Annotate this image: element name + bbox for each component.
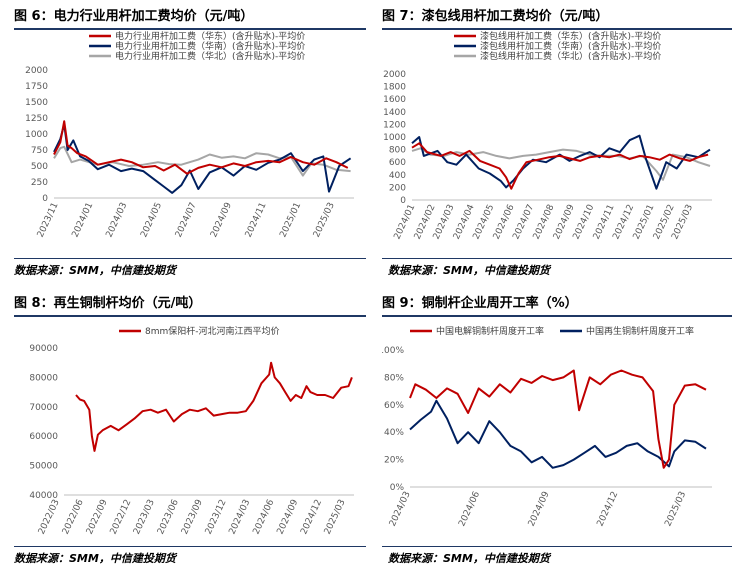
x-tick-label: 2024/12 bbox=[595, 490, 620, 528]
chart9-title-rule bbox=[382, 315, 732, 317]
chart9-title: 图 9：铜制杆企业周开工率（%） bbox=[382, 296, 578, 311]
y-tick-label: 1200 bbox=[383, 120, 406, 130]
x-tick-label: 2022/12 bbox=[109, 498, 134, 536]
legend-label: 8mm保阳杆-河北河南江西平均价 bbox=[145, 325, 280, 337]
y-tick-label: 0 bbox=[42, 194, 48, 204]
y-tick-label: 200 bbox=[389, 183, 406, 193]
x-tick-label: 2023/12 bbox=[204, 498, 229, 536]
y-tick-label: 1750 bbox=[25, 82, 48, 92]
legend-label: 漆包线用杆加工费（华东）(含升贴水)-平均价 bbox=[480, 30, 661, 42]
y-tick-label: 0 bbox=[400, 196, 406, 206]
y-tick-label: 1250 bbox=[25, 114, 48, 124]
x-tick-label: 2023/11 bbox=[36, 201, 61, 239]
legend-label: 漆包线用杆加工费（华北）(含升贴水)-平均价 bbox=[480, 50, 661, 62]
x-tick-label: 2022/03 bbox=[37, 498, 62, 536]
chart6-bottom-rule bbox=[14, 258, 366, 259]
chart6-title: 图 6：电力行业用杆加工费均价（元/吨） bbox=[14, 9, 254, 24]
x-tick-label: 2023/06 bbox=[156, 498, 181, 536]
x-tick-label: 2024/01 bbox=[70, 201, 95, 239]
series-line bbox=[411, 142, 709, 190]
series-line bbox=[53, 145, 351, 177]
x-tick-label: 2024/12 bbox=[299, 498, 324, 536]
y-tick-label: 750 bbox=[31, 146, 48, 156]
x-tick-label: 2025/03 bbox=[312, 201, 337, 239]
chart8-bottom-rule bbox=[14, 546, 366, 547]
x-tick-label: 2025/03 bbox=[663, 490, 688, 528]
y-tick-label: 60% bbox=[384, 401, 404, 411]
series-line bbox=[409, 399, 707, 469]
legend-label: 电力行业用杆加工费（华东）(含升贴水)-平均价 bbox=[115, 30, 305, 42]
y-tick-label: 90000 bbox=[29, 344, 58, 354]
series-line bbox=[409, 369, 707, 469]
y-tick-label: 250 bbox=[31, 178, 48, 188]
legend-label: 电力行业用杆加工费（华北）(含升贴水)-平均价 bbox=[115, 50, 305, 62]
series-line bbox=[75, 361, 353, 452]
series-line bbox=[53, 120, 349, 175]
x-tick-label: 2024/09 bbox=[209, 201, 234, 239]
y-tick-label: 80% bbox=[384, 373, 404, 383]
y-tick-label: 20% bbox=[384, 456, 404, 466]
y-tick-label: 1800 bbox=[383, 83, 406, 93]
chart9-rod-operating-rate: 0% 20% 40% 60% 80% 100% 2024/03 2024/06 2024/09 2… bbox=[382, 325, 712, 528]
chart8-source: 数据来源：SMM，中信建投期货 bbox=[14, 552, 176, 565]
x-tick-label: 2024/11 bbox=[244, 201, 269, 239]
y-tick-label: 0% bbox=[390, 483, 405, 493]
x-tick-label: 2024/07 bbox=[174, 201, 199, 239]
y-tick-label: 50000 bbox=[29, 462, 58, 472]
x-tick-label: 2024/06 bbox=[457, 490, 482, 528]
chart6-title-rule bbox=[14, 28, 366, 30]
y-tick-label: 2000 bbox=[25, 66, 48, 76]
x-tick-label: 2022/09 bbox=[85, 498, 110, 536]
y-tick-label: 1000 bbox=[383, 133, 406, 143]
series-line bbox=[411, 134, 711, 190]
chart9-bottom-rule bbox=[382, 546, 732, 547]
y-tick-label: 500 bbox=[31, 162, 48, 172]
y-tick-label: 40000 bbox=[29, 491, 58, 501]
x-tick-label: 2024/03 bbox=[388, 490, 413, 528]
legend-label: 电力行业用杆加工费（华南）(含升贴水)-平均价 bbox=[115, 40, 305, 52]
x-tick-label: 2024/06 bbox=[252, 498, 277, 536]
y-tick-label: 80000 bbox=[29, 373, 58, 383]
x-tick-label: 2024/05 bbox=[139, 201, 164, 239]
x-tick-label: 2022/06 bbox=[61, 498, 86, 536]
chart7-enameled-wire-rod-processing-fee: 0200400600800100012001400160018002000202… bbox=[383, 30, 712, 241]
y-tick-label: 40% bbox=[384, 428, 404, 438]
y-tick-label: 400 bbox=[389, 171, 406, 181]
y-tick-label: 1400 bbox=[383, 108, 406, 118]
x-tick-label: 2024/09 bbox=[527, 490, 552, 528]
y-tick-label: 2000 bbox=[383, 70, 406, 80]
chart7-title: 图 7：漆包线用杆加工费均价（元/吨） bbox=[382, 9, 609, 24]
chart9-source: 数据来源：SMM，中信建投期货 bbox=[388, 552, 550, 565]
y-tick-label: 800 bbox=[389, 146, 406, 156]
chart7-bottom-rule bbox=[382, 258, 732, 259]
legend-label: 中国再生铜制杆周度开工率 bbox=[586, 325, 694, 337]
y-tick-label: 600 bbox=[389, 158, 406, 168]
x-tick-label: 2024/09 bbox=[276, 498, 301, 536]
y-tick-label: 70000 bbox=[29, 403, 58, 413]
chart7-title-rule bbox=[382, 28, 732, 30]
chart8-title: 图 8：再生铜制杆均价（元/吨） bbox=[14, 296, 202, 311]
y-tick-label: 1600 bbox=[383, 95, 406, 105]
legend-label: 中国电解铜制杆周度开工率 bbox=[436, 325, 544, 337]
series-line bbox=[53, 123, 352, 194]
y-tick-label: 100% bbox=[382, 346, 404, 356]
x-tick-label: 2025/03 bbox=[323, 498, 348, 536]
chart6-source: 数据来源：SMM，中信建投期货 bbox=[14, 264, 176, 277]
y-tick-label: 60000 bbox=[29, 432, 58, 442]
y-tick-label: 1500 bbox=[25, 98, 48, 108]
chart6-power-rod-processing-fee: 0 250 500 750 1000 1250 1500 1750 2000 2023/11 202… bbox=[25, 30, 354, 239]
chart7-source: 数据来源：SMM，中信建投期货 bbox=[388, 264, 550, 277]
x-tick-label: 2024/03 bbox=[228, 498, 253, 536]
y-tick-label: 1000 bbox=[25, 130, 48, 140]
chart8-title-rule bbox=[14, 315, 366, 317]
x-tick-label: 2024/03 bbox=[105, 201, 130, 239]
x-tick-label: 2025/01 bbox=[278, 201, 303, 239]
legend-label: 漆包线用杆加工费（华南）(含升贴水)-平均价 bbox=[480, 40, 661, 52]
x-tick-label: 2023/09 bbox=[180, 498, 205, 536]
x-tick-label: 2023/03 bbox=[132, 498, 157, 536]
series-line bbox=[411, 147, 711, 181]
